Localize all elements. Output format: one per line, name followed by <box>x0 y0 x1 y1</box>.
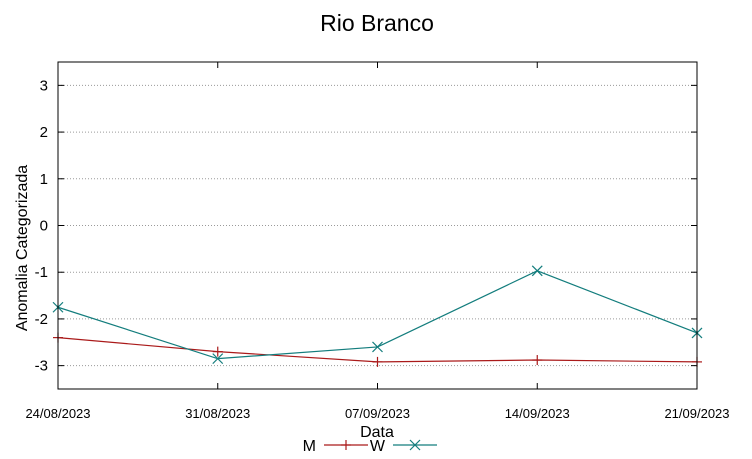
legend-marker-W <box>409 439 421 451</box>
data-point-W <box>531 265 543 277</box>
grid-lines <box>58 84 697 367</box>
y-tick-label: -3 <box>35 358 48 375</box>
x-tick-label: 21/09/2023 <box>664 406 729 421</box>
y-tick-label: 2 <box>40 124 48 141</box>
x-axis-label: Data <box>360 424 394 441</box>
x-axis-ticks: 24/08/2023 31/08/2023 07/09/2023 14/09/2023… <box>25 62 730 421</box>
x-tick-label: 07/09/2023 <box>345 406 410 421</box>
y-tick-label: -2 <box>35 311 48 328</box>
series-layer <box>52 265 703 367</box>
x-tick-label: 14/09/2023 <box>505 406 570 421</box>
y-tick-label: 3 <box>40 77 48 94</box>
data-point-M <box>372 356 383 367</box>
plot-area-frame <box>57 61 698 390</box>
y-tick-label: 1 <box>40 171 48 188</box>
data-point-W <box>372 341 383 353</box>
legend-label-M: M <box>303 438 316 455</box>
data-point-W <box>212 353 224 365</box>
legend-marker-M <box>341 440 351 450</box>
y-axis-label: Anomalia Categorizada <box>14 165 31 331</box>
chart-title: Rio Branco <box>320 10 434 36</box>
y-tick-label: -1 <box>35 264 48 281</box>
x-tick-label: 24/08/2023 <box>25 406 90 421</box>
legend-label-W: W <box>370 438 386 455</box>
data-point-M <box>212 346 223 357</box>
y-axis-ticks: -3 -2 -1 0 1 2 3 <box>35 77 697 375</box>
y-tick-label: 0 <box>40 218 48 235</box>
x-tick-label: 31/08/2023 <box>185 406 250 421</box>
data-point-M <box>532 355 543 366</box>
